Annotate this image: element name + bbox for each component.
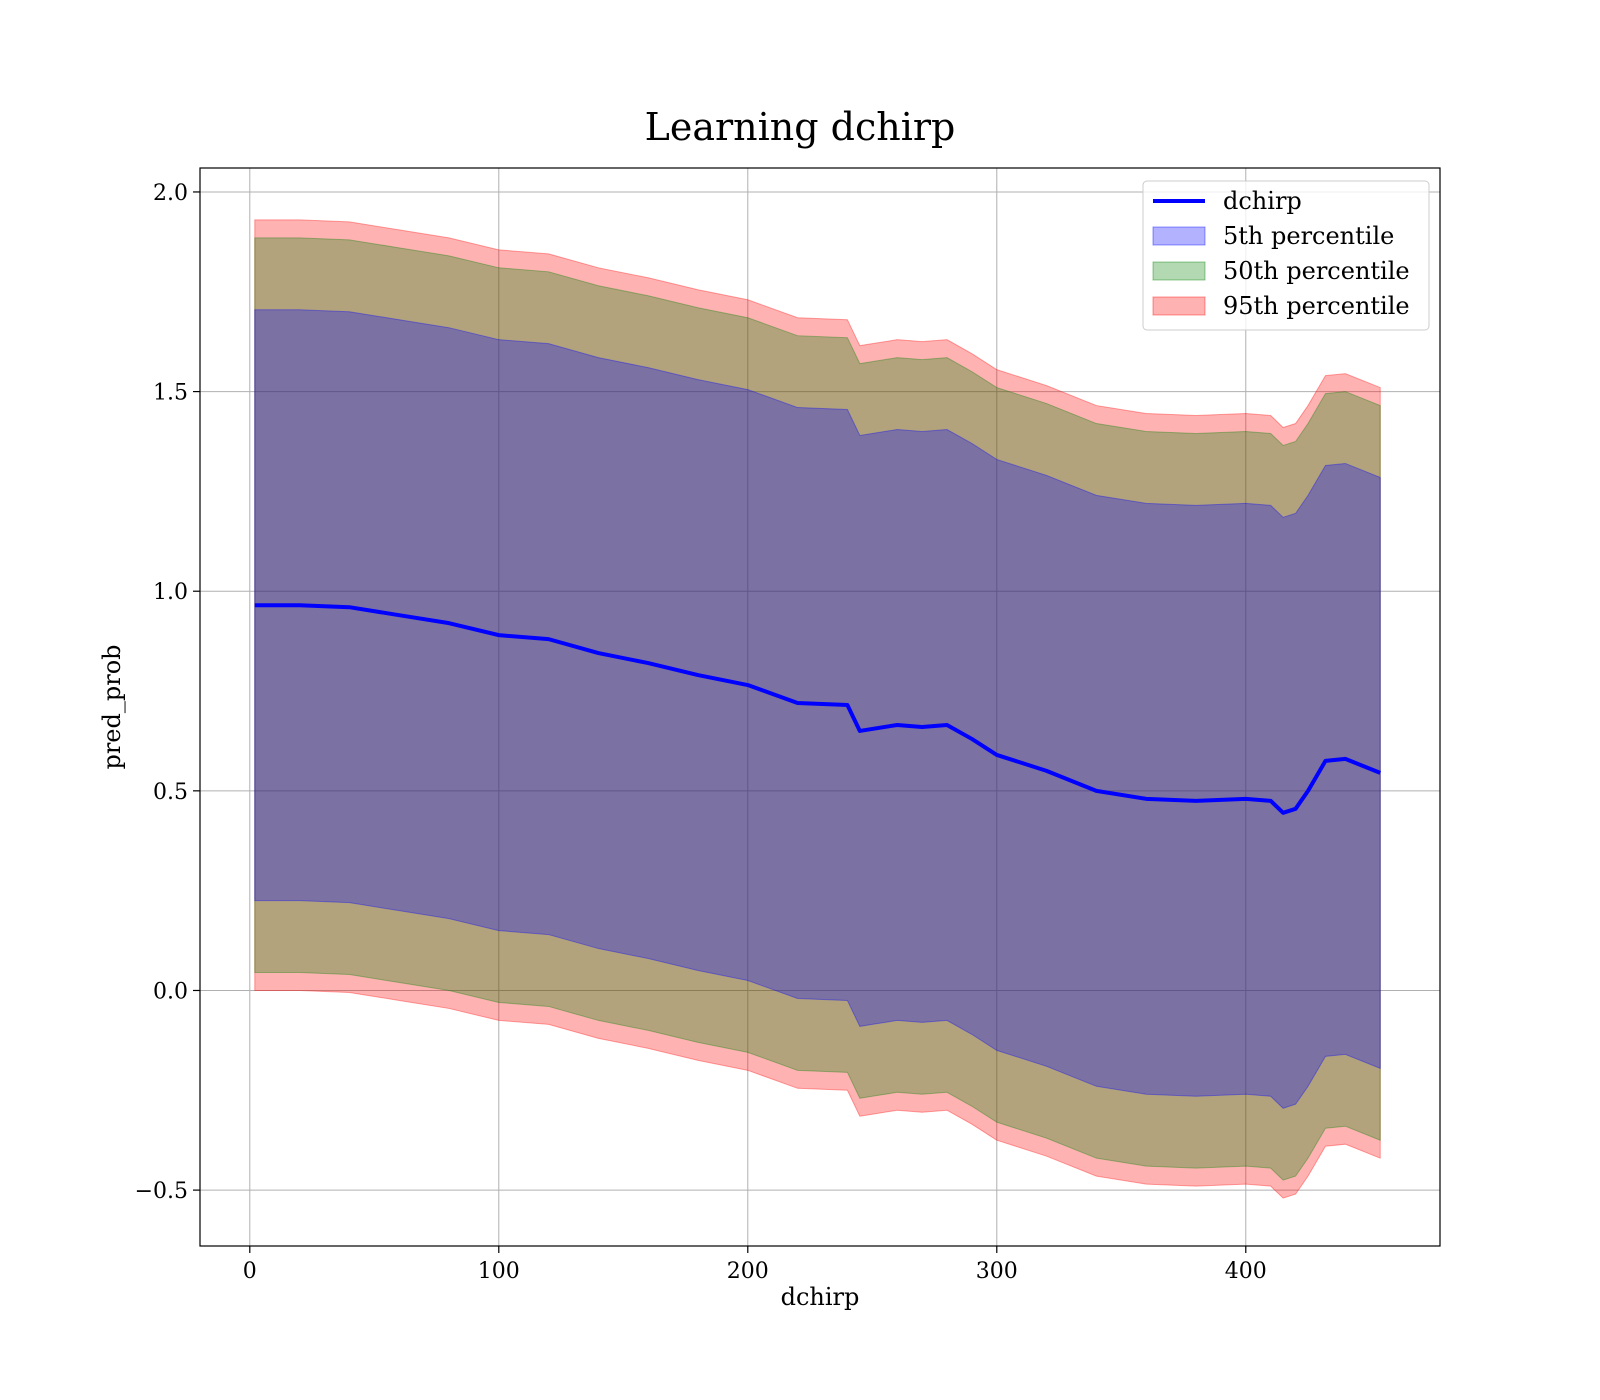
y-tick-label: 0.5: [153, 780, 188, 805]
legend-label-5th: 5th percentile: [1223, 222, 1394, 250]
chart-title: Learning dchirp: [645, 105, 956, 149]
legend: dchirp 5th percentile 50th percentile 95…: [1142, 180, 1430, 331]
legend-swatch-95th: [1152, 296, 1206, 316]
bands-layer: [254, 219, 1381, 1199]
legend-label-line: dchirp: [1223, 187, 1302, 215]
legend-label-95th: 95th percentile: [1223, 292, 1410, 320]
band-50th: [254, 237, 1381, 1181]
y-tick-label: 1.0: [153, 580, 188, 605]
y-tick-label: 0.0: [153, 979, 188, 1004]
x-tick-label: 100: [478, 1259, 520, 1284]
y-tick-label: 2.0: [153, 181, 188, 206]
series-line-dchirp: [254, 603, 1381, 815]
y-tick-label: −0.5: [135, 1179, 188, 1204]
y-axis-label: pred_prob: [98, 644, 126, 769]
legend-box: [1142, 180, 1430, 331]
x-tick-label: 200: [727, 1259, 769, 1284]
legend-swatch-50th: [1152, 261, 1206, 281]
band-5th: [254, 309, 1381, 1109]
x-tick-label: 300: [976, 1259, 1018, 1284]
y-tick-label: 1.5: [153, 381, 188, 406]
line-layer: [254, 603, 1381, 815]
x-axis-label: dchirp: [781, 1283, 860, 1311]
x-tick-label: 400: [1225, 1259, 1267, 1284]
ticks-layer: 0 100 200 300 400 −0.5 0.0 0.5 1.0 1.5 2.0: [135, 181, 1267, 1284]
legend-label-50th: 50th percentile: [1223, 257, 1410, 285]
band-95th: [254, 219, 1381, 1199]
x-tick-label: 0: [243, 1259, 257, 1284]
legend-swatch-5th: [1152, 226, 1206, 246]
plot-frame: [199, 167, 1441, 1247]
